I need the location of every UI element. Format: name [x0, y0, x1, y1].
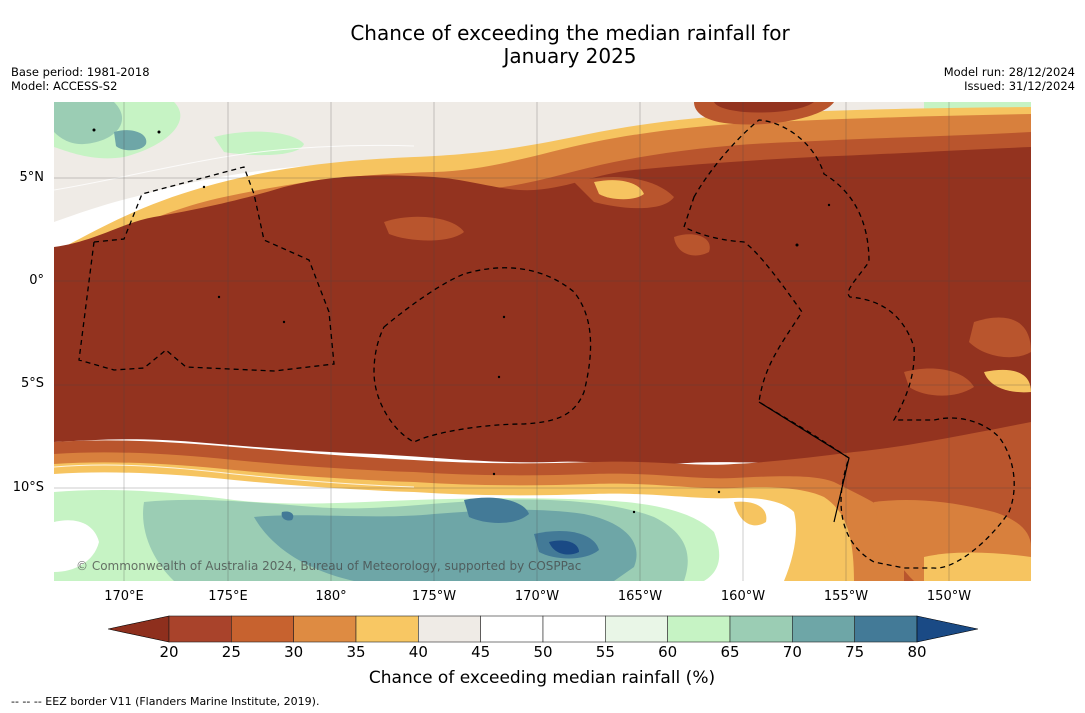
lon-label-155w: 155°W [823, 589, 869, 604]
lon-label-170e: 170°E [104, 589, 144, 604]
south-blue-dot [281, 511, 294, 521]
island-dot [502, 315, 506, 319]
colorbar-segments [168, 615, 918, 643]
colorbar-segment [542, 615, 606, 643]
south-dark-blue-patch [549, 540, 579, 555]
central-patch-4 [674, 234, 710, 256]
colorbar-tick-label: 60 [658, 643, 678, 661]
colorbar-under-arrow [107, 615, 170, 643]
island-dot [282, 320, 286, 324]
colorbar-tick-label: 30 [284, 643, 304, 661]
map-gridlines [54, 102, 1031, 581]
island-dot [492, 472, 496, 476]
lon-label-150w: 150°W [926, 589, 972, 604]
colorbar-segment [667, 615, 731, 643]
south-blue-patch-1 [464, 497, 529, 523]
island-dot [217, 295, 221, 299]
lon-label-170w: 170°W [514, 589, 560, 604]
contour-line-1 [54, 464, 415, 488]
colorbar-segment [168, 615, 232, 643]
eez-borders [78, 119, 1015, 569]
eez-solid-segment [758, 401, 850, 523]
north-blue-patch [114, 130, 147, 151]
island-dot [202, 185, 206, 189]
south-yellow-spot [734, 501, 767, 526]
island-dot [497, 375, 501, 379]
island-dot [827, 203, 831, 207]
colorbar-segment [854, 615, 918, 643]
title-line-2: January 2025 [503, 44, 637, 68]
colorbar-tick-label: 20 [159, 643, 179, 661]
base-period: Base period: 1981-2018 [11, 65, 150, 79]
central-patch-7 [904, 368, 974, 396]
lat-label-5s: 5°S [20, 376, 44, 391]
colorbar-segment [355, 615, 419, 643]
colorbar-tick-label: 65 [720, 643, 740, 661]
title-line-1: Chance of exceeding the median rainfall … [350, 21, 790, 45]
model-run: Model run: 28/12/2024 [943, 65, 1075, 79]
south-east-yellow [924, 552, 1031, 581]
colorbar-label: Chance of exceeding median rainfall (%) [368, 668, 716, 688]
colorbar-segment [293, 615, 357, 643]
lat-label-0: 0° [29, 273, 44, 288]
colorbar-segment [605, 615, 668, 643]
lon-label-175e: 175°E [208, 589, 248, 604]
south-west-white [54, 520, 99, 572]
map-canvas [54, 102, 1031, 581]
eez-legend-note: -- -- -- EEZ border V11 (Flanders Marine… [11, 695, 320, 708]
rainfall-map: © Commonwealth of Australia 2024, Bureau… [54, 102, 1031, 581]
central-patch-6 [984, 369, 1031, 393]
island-dot [157, 130, 161, 134]
island-dot [92, 128, 96, 132]
model-name: Model: ACCESS-S2 [11, 79, 118, 93]
colorbar-segment [231, 615, 294, 643]
issued-date: Issued: 31/12/2024 [964, 79, 1075, 93]
central-patch-2 [594, 180, 644, 200]
lon-label-165w: 165°W [617, 589, 663, 604]
eez-line-islands [683, 119, 1015, 569]
colorbar-segment [729, 615, 793, 643]
colorbar-tick-label: 25 [221, 643, 241, 661]
colorbar-graphic [107, 615, 979, 643]
colorbar [107, 615, 979, 647]
central-dark-band [54, 147, 1031, 466]
eez-phoenix [373, 267, 592, 443]
colorbar-segment [480, 615, 544, 643]
lon-label-160w: 160°W [720, 589, 766, 604]
north-top-dark [714, 102, 814, 113]
south-teal-area [254, 509, 637, 581]
central-patch-5 [969, 317, 1031, 358]
meta-left: Base period: 1981-2018 Model: ACCESS-S2 [11, 65, 150, 93]
island-dots [92, 128, 831, 514]
colorbar-tick-label: 55 [595, 643, 615, 661]
colorbar-over-arrow [916, 615, 979, 643]
colorbar-tick-label: 80 [907, 643, 927, 661]
island-dot [632, 510, 636, 514]
colorbar-tick-label: 35 [346, 643, 366, 661]
colorbar-tick-label: 75 [845, 643, 865, 661]
island-dot [717, 490, 721, 494]
lon-label-180: 180° [315, 589, 347, 604]
colorbar-tick-label: 50 [533, 643, 553, 661]
north-teal-patch [54, 102, 123, 145]
lon-label-175w: 175°W [411, 589, 457, 604]
lat-label-10s: 10°S [12, 480, 44, 495]
colorbar-tick-label: 70 [782, 643, 802, 661]
island-dot [795, 243, 799, 247]
contour-line-2 [54, 144, 415, 191]
central-patch-3 [384, 216, 464, 241]
meta-right: Model run: 28/12/2024 Issued: 31/12/2024 [944, 65, 1075, 93]
copyright-notice: © Commonwealth of Australia 2024, Bureau… [76, 559, 582, 573]
colorbar-segment [418, 615, 481, 643]
eez-tuvalu-kiribati-west [78, 166, 335, 372]
lat-label-5n: 5°N [19, 170, 45, 185]
colorbar-tick-label: 40 [408, 643, 428, 661]
colorbar-segment [792, 615, 855, 643]
colorbar-tick-label: 45 [471, 643, 491, 661]
map-title: Chance of exceeding the median rainfall … [200, 22, 940, 68]
